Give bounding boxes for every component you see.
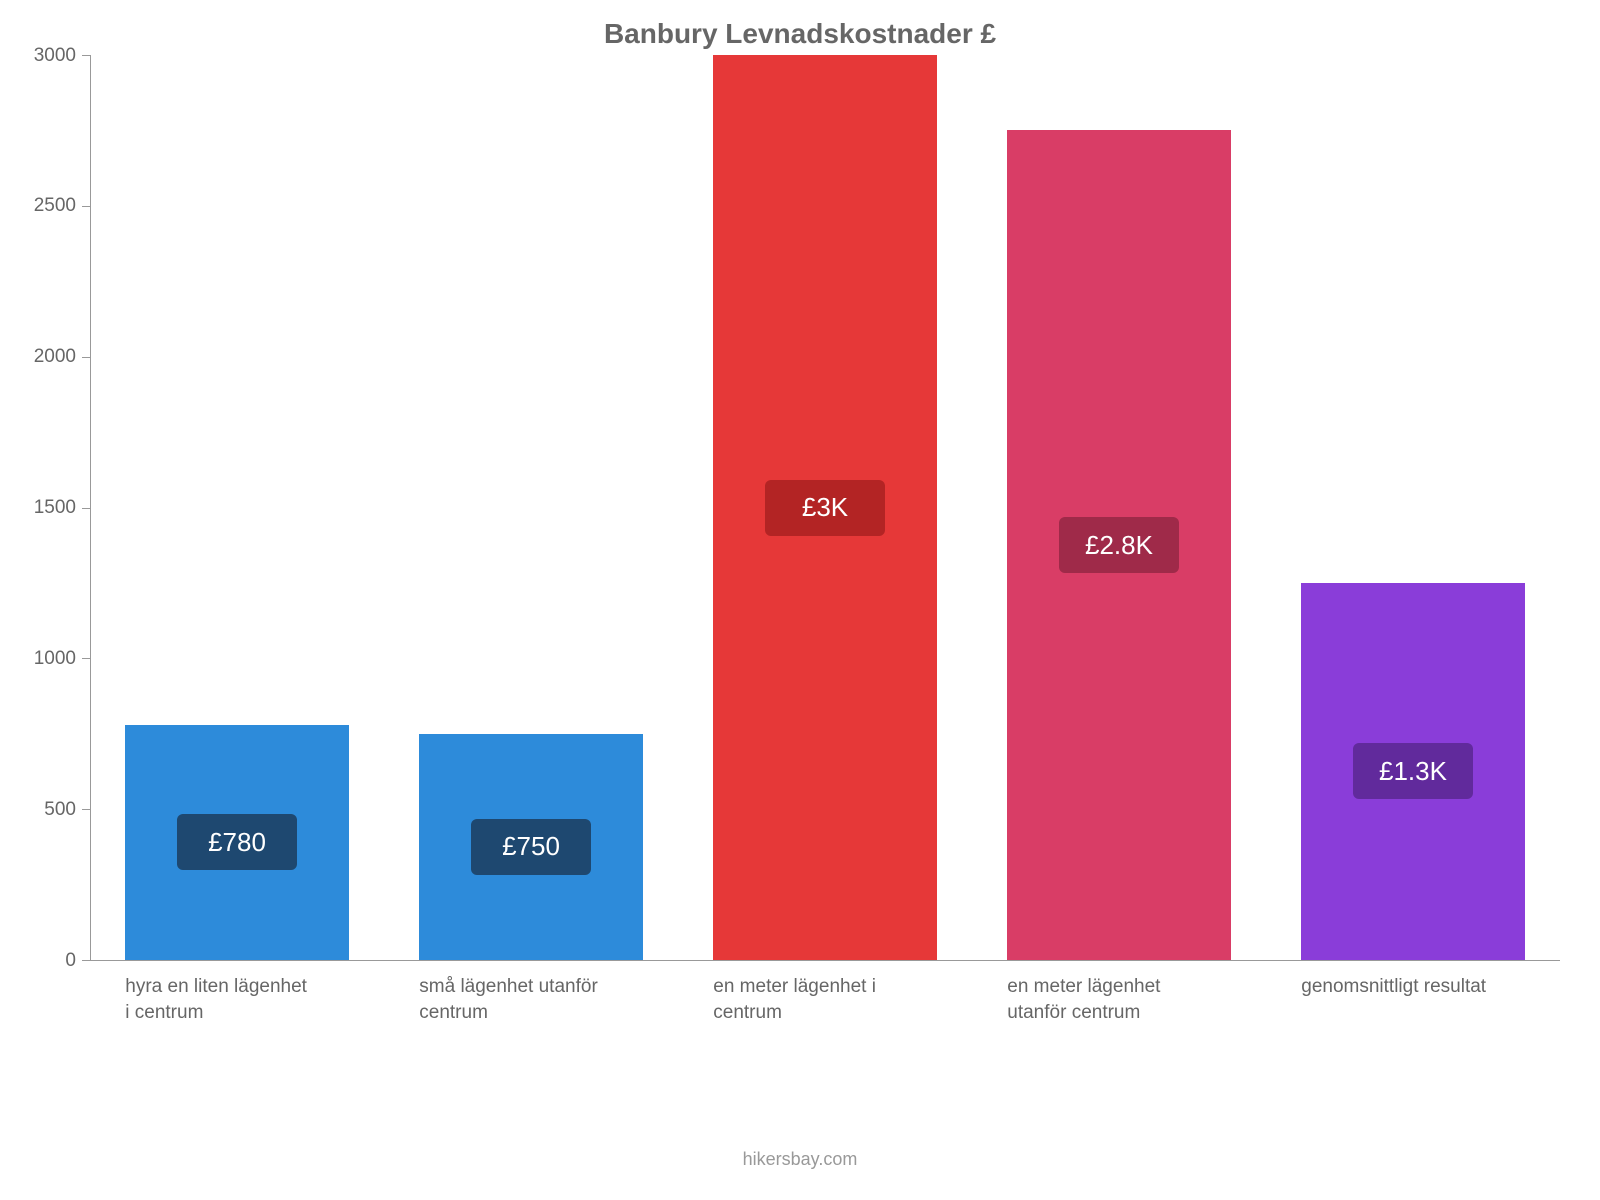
y-axis-line xyxy=(90,55,91,960)
y-tick-label: 0 xyxy=(6,950,76,972)
chart-container: Banbury Levnadskostnader £ 0500100015002… xyxy=(0,0,1600,1200)
y-tick-label: 2500 xyxy=(6,195,76,217)
x-category-label: små lägenhet utanför centrum xyxy=(419,974,609,1025)
bar-value-label: £1.3K xyxy=(1353,743,1473,799)
bar-value-label: £3K xyxy=(765,480,885,536)
y-tick-mark xyxy=(82,809,90,810)
x-category-label: hyra en liten lägenhet i centrum xyxy=(125,974,315,1025)
y-tick-mark xyxy=(82,55,90,56)
chart-title: Banbury Levnadskostnader £ xyxy=(0,0,1600,50)
y-tick-label: 1500 xyxy=(6,497,76,519)
y-tick-mark xyxy=(82,508,90,509)
bar-value-label: £2.8K xyxy=(1059,517,1179,573)
y-tick-mark xyxy=(82,658,90,659)
chart-footer: hikersbay.com xyxy=(0,1149,1600,1170)
plot-area: 050010001500200025003000£780hyra en lite… xyxy=(90,55,1560,960)
y-tick-label: 1000 xyxy=(6,648,76,670)
bar-value-label: £750 xyxy=(471,819,591,875)
bar-value-label: £780 xyxy=(177,814,297,870)
x-category-label: en meter lägenhet i centrum xyxy=(713,974,903,1025)
x-category-label: genomsnittligt resultat xyxy=(1301,974,1491,1000)
y-tick-label: 3000 xyxy=(6,45,76,67)
y-tick-mark xyxy=(82,960,90,961)
x-axis-line xyxy=(90,960,1560,961)
y-tick-label: 2000 xyxy=(6,346,76,368)
y-tick-mark xyxy=(82,357,90,358)
y-tick-label: 500 xyxy=(6,799,76,821)
y-tick-mark xyxy=(82,206,90,207)
x-category-label: en meter lägenhet utanför centrum xyxy=(1007,974,1197,1025)
